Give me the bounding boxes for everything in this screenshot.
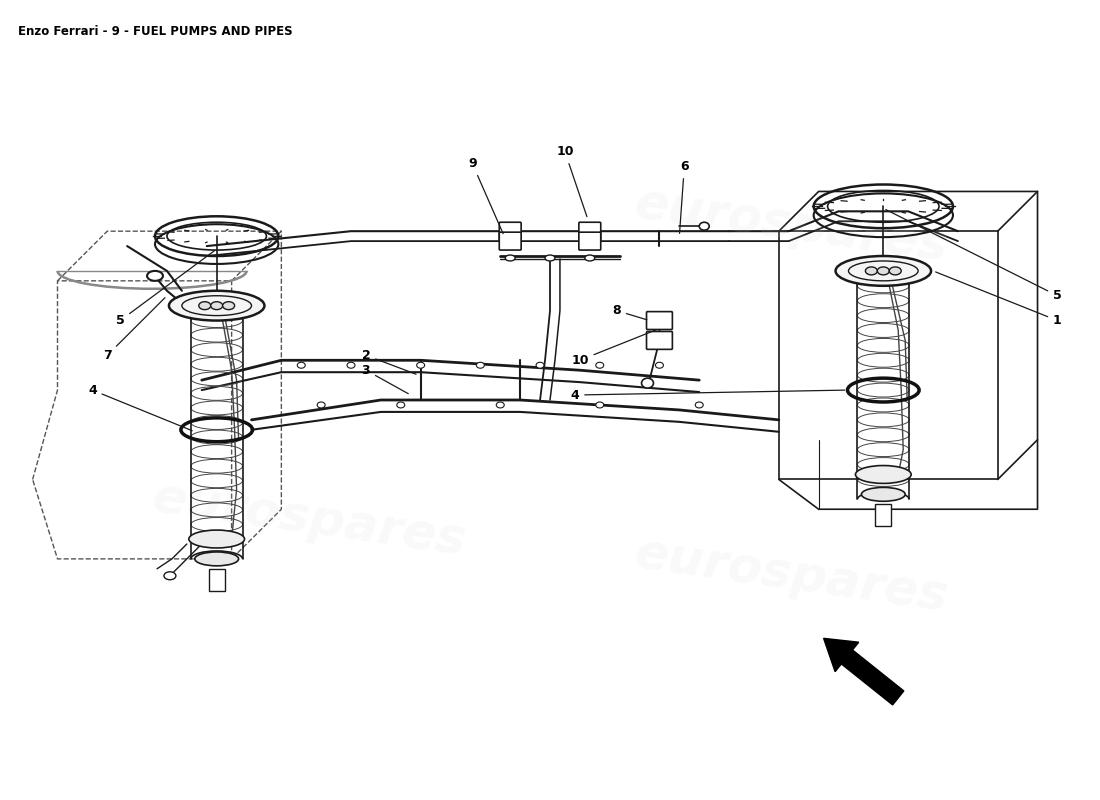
FancyArrow shape [824,638,904,705]
Ellipse shape [585,255,595,261]
Text: 6: 6 [680,160,689,234]
FancyBboxPatch shape [647,331,672,350]
Text: 5: 5 [116,250,214,327]
Ellipse shape [656,362,663,368]
Ellipse shape [211,302,222,310]
Ellipse shape [297,362,305,368]
Ellipse shape [861,487,905,502]
Text: 2: 2 [362,349,416,374]
Text: 3: 3 [362,364,408,394]
Text: 4: 4 [571,389,845,402]
Text: 7: 7 [103,298,165,362]
FancyBboxPatch shape [579,232,601,250]
Ellipse shape [169,290,264,321]
FancyBboxPatch shape [876,504,891,526]
Ellipse shape [222,302,234,310]
Text: eurospares: eurospares [150,474,469,565]
Text: 10: 10 [557,146,587,217]
Ellipse shape [346,362,355,368]
Ellipse shape [505,255,515,261]
Text: 8: 8 [613,304,647,320]
Text: 9: 9 [469,157,503,234]
Text: eurospares: eurospares [631,529,950,621]
Ellipse shape [695,402,703,408]
Ellipse shape [164,572,176,580]
Ellipse shape [856,466,911,483]
Text: 5: 5 [886,210,1062,302]
Ellipse shape [544,255,556,261]
Text: 10: 10 [571,330,657,366]
Ellipse shape [189,530,244,548]
Ellipse shape [596,362,604,368]
Ellipse shape [397,402,405,408]
Ellipse shape [878,267,889,275]
Ellipse shape [417,362,425,368]
FancyBboxPatch shape [499,222,521,240]
FancyBboxPatch shape [209,569,224,590]
Ellipse shape [889,267,901,275]
Ellipse shape [317,402,326,408]
Ellipse shape [836,256,931,286]
FancyBboxPatch shape [647,312,672,330]
Ellipse shape [476,362,484,368]
Text: 1: 1 [936,272,1062,327]
Ellipse shape [536,362,544,368]
Ellipse shape [866,267,878,275]
Ellipse shape [147,271,163,281]
FancyBboxPatch shape [579,222,601,240]
Ellipse shape [496,402,504,408]
Ellipse shape [199,302,211,310]
Ellipse shape [195,552,239,566]
Text: Enzo Ferrari - 9 - FUEL PUMPS AND PIPES: Enzo Ferrari - 9 - FUEL PUMPS AND PIPES [18,25,293,38]
Ellipse shape [641,378,653,388]
Text: eurospares: eurospares [631,179,950,271]
Ellipse shape [596,402,604,408]
FancyBboxPatch shape [499,232,521,250]
Ellipse shape [700,222,710,230]
Text: 4: 4 [88,383,192,430]
